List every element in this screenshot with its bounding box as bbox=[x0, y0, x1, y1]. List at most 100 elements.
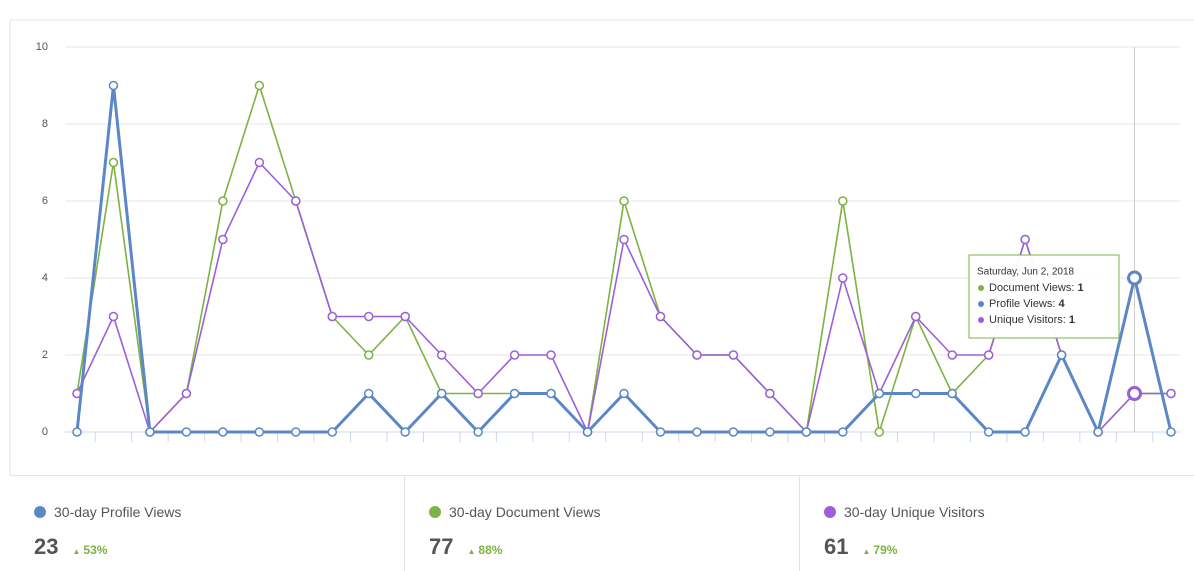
tooltip-marker bbox=[978, 301, 984, 307]
tooltip-marker bbox=[978, 317, 984, 323]
point bbox=[254, 157, 265, 168]
point bbox=[363, 388, 374, 399]
point bbox=[291, 427, 301, 437]
point bbox=[765, 388, 775, 399]
tooltip-item: Document Views: 1 bbox=[989, 282, 1084, 294]
point bbox=[509, 350, 520, 360]
up-arrow: ▲ bbox=[467, 547, 476, 556]
tooltip-value: 1 bbox=[1077, 282, 1083, 294]
point bbox=[181, 388, 192, 399]
point bbox=[692, 427, 702, 437]
point bbox=[218, 234, 228, 245]
point bbox=[363, 350, 374, 360]
point bbox=[1020, 234, 1030, 245]
y-tick-label: 2 bbox=[42, 349, 48, 361]
point bbox=[218, 196, 228, 206]
card-header: 30-day Unique Visitors bbox=[824, 504, 1194, 520]
card-values: 77 ▲ 88% bbox=[429, 534, 799, 560]
tooltip-box bbox=[968, 254, 1120, 339]
point bbox=[801, 427, 812, 437]
point bbox=[1020, 427, 1030, 437]
summary-cards: 30-day Profile Views 23 ▲ 53% 30-day Documen… bbox=[10, 475, 1194, 571]
up-arrow: ▲ bbox=[72, 547, 81, 556]
tooltip-label: Unique Visitors: bbox=[989, 314, 1066, 326]
point bbox=[582, 427, 593, 437]
card-value: 77 bbox=[429, 534, 454, 559]
summary-card: 30-day Unique Visitors 61 ▲ 79% bbox=[800, 476, 1194, 571]
legend-dot bbox=[429, 506, 441, 518]
point bbox=[436, 388, 447, 399]
tooltip-item: Unique Visitors: 1 bbox=[989, 314, 1075, 326]
tooltip-label: Document Views: bbox=[989, 282, 1074, 294]
point bbox=[363, 311, 374, 322]
card-values: 23 ▲ 53% bbox=[34, 534, 404, 560]
point bbox=[619, 196, 629, 206]
point bbox=[983, 350, 994, 360]
summary-card: 30-day Profile Views 23 ▲ 53% bbox=[10, 476, 405, 571]
point bbox=[1093, 427, 1103, 437]
card-label: 30-day Document Views bbox=[449, 504, 601, 520]
card-value: 23 bbox=[34, 534, 59, 559]
point bbox=[655, 427, 666, 437]
point bbox=[838, 427, 848, 437]
point bbox=[655, 311, 666, 322]
card-change: ▲ 79% bbox=[862, 543, 897, 557]
point bbox=[218, 427, 228, 437]
change-value: 88% bbox=[478, 543, 503, 557]
point bbox=[108, 311, 119, 322]
point bbox=[509, 388, 520, 399]
point bbox=[838, 196, 848, 206]
point bbox=[327, 311, 338, 322]
point bbox=[838, 273, 848, 283]
point bbox=[181, 427, 192, 437]
card-change: ▲ 53% bbox=[72, 543, 107, 557]
up-arrow: ▲ bbox=[862, 547, 871, 556]
point bbox=[327, 427, 338, 437]
point bbox=[254, 427, 265, 437]
tooltip-marker bbox=[978, 285, 984, 291]
card-header: 30-day Profile Views bbox=[34, 504, 404, 520]
chart: 0 2 4 6 8 10 Saturday, Jun 2, 2018 Document Vie… bbox=[9, 19, 1194, 475]
tooltip-date: Saturday, Jun 2, 2018 bbox=[977, 267, 1075, 278]
tooltip-item: Profile Views: 4 bbox=[989, 298, 1066, 310]
tooltip-value: 4 bbox=[1059, 298, 1066, 310]
point bbox=[1166, 427, 1176, 437]
point bbox=[1127, 270, 1143, 286]
point bbox=[874, 427, 885, 437]
y-tick-label: 6 bbox=[42, 195, 48, 207]
point bbox=[983, 427, 994, 437]
point bbox=[400, 311, 410, 322]
point bbox=[765, 427, 775, 437]
point bbox=[947, 388, 957, 399]
point bbox=[145, 427, 155, 437]
point bbox=[728, 427, 739, 437]
card-label: 30-day Profile Views bbox=[54, 504, 182, 520]
legend-dot bbox=[34, 506, 46, 518]
point bbox=[546, 350, 556, 360]
y-tick-label: 0 bbox=[42, 426, 48, 438]
card-value: 61 bbox=[824, 534, 849, 559]
point bbox=[1127, 386, 1143, 401]
y-tick-label: 4 bbox=[42, 272, 48, 284]
point bbox=[947, 350, 957, 360]
point bbox=[1166, 388, 1176, 399]
change-value: 53% bbox=[83, 543, 108, 557]
card-header: 30-day Document Views bbox=[429, 504, 799, 520]
point bbox=[72, 427, 82, 437]
point bbox=[473, 388, 483, 399]
point bbox=[473, 427, 483, 437]
point bbox=[692, 350, 702, 360]
point bbox=[108, 157, 119, 168]
card-label: 30-day Unique Visitors bbox=[844, 504, 985, 520]
tooltip-value: 1 bbox=[1069, 314, 1075, 326]
point bbox=[400, 427, 410, 437]
card-change: ▲ 88% bbox=[467, 543, 502, 557]
legend-dot bbox=[824, 506, 836, 518]
point bbox=[910, 311, 921, 322]
card-values: 61 ▲ 79% bbox=[824, 534, 1194, 560]
point bbox=[619, 234, 629, 245]
point bbox=[291, 196, 301, 206]
point bbox=[874, 388, 885, 399]
